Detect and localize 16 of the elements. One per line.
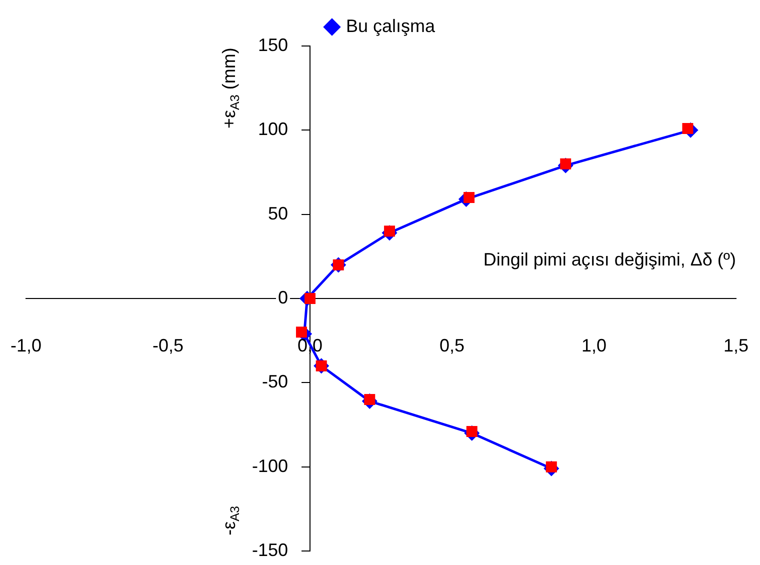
annotation: -εA3 xyxy=(218,506,242,536)
y-tick-label: 50 xyxy=(268,203,288,224)
y-tick-label: 100 xyxy=(258,119,288,140)
x-tick-label: -0,5 xyxy=(152,335,184,356)
x-tick-label: -1,0 xyxy=(10,335,42,356)
y-tick-label: -50 xyxy=(262,372,288,392)
x-axis-title: Dingil pimi açısı değişimi, Δδ (º) xyxy=(483,249,736,270)
x-tick-label: 0,5 xyxy=(439,335,465,356)
y-tick-label: -100 xyxy=(252,456,288,476)
y-axis-title: +εA3 (mm) xyxy=(218,48,242,129)
y-tick-label: 150 xyxy=(258,34,288,55)
x-tick-label: 1,0 xyxy=(581,335,607,356)
y-tick-label: 0 xyxy=(278,287,288,308)
y-tick-label: -150 xyxy=(252,540,288,560)
x-tick-label: 1,5 xyxy=(723,335,749,356)
legend-label: Bu çalışma xyxy=(346,16,436,36)
